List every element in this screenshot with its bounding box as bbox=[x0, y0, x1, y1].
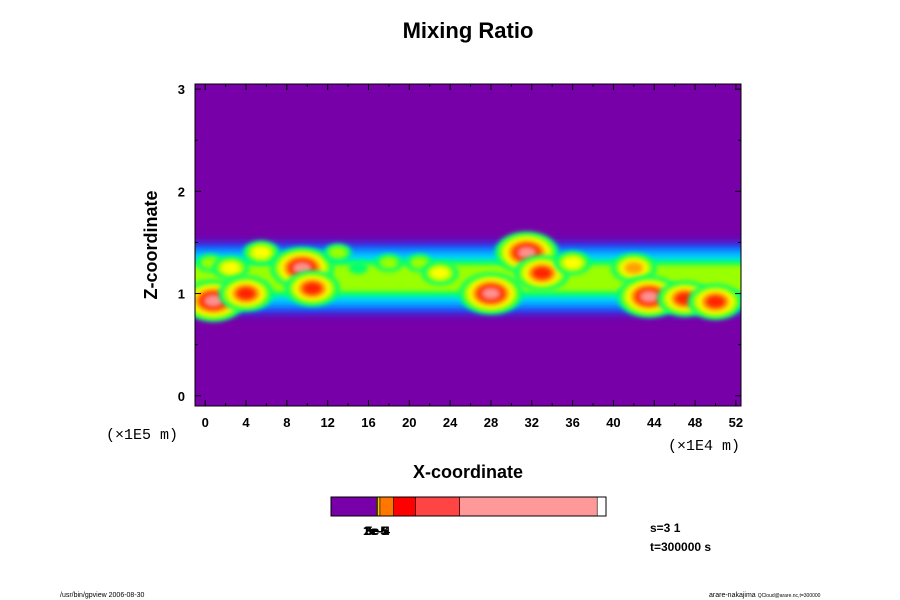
x-tick-label: 28 bbox=[484, 415, 498, 430]
cloud-cell bbox=[251, 246, 271, 259]
cloud-cell bbox=[203, 294, 223, 307]
colorbar-frame bbox=[330, 496, 607, 517]
colorbar bbox=[330, 496, 607, 517]
y-tick-label: 2 bbox=[178, 184, 185, 199]
cloud-cell bbox=[639, 290, 659, 303]
x-tick-label: 44 bbox=[647, 415, 662, 430]
x-tick-label: 52 bbox=[729, 415, 743, 430]
footer-right-small: QCloud@arare.nc,t=300000 bbox=[758, 593, 821, 599]
x-tick-label: 12 bbox=[320, 415, 334, 430]
cloud-cell bbox=[624, 262, 644, 274]
cloud-cell bbox=[328, 246, 348, 259]
colorbar-segment bbox=[415, 496, 461, 517]
x-tick-label: 32 bbox=[525, 415, 539, 430]
cloud-cell bbox=[348, 262, 368, 274]
y-axis-unit: (×1E5 m) bbox=[106, 427, 178, 444]
info-t: t=300000 s bbox=[650, 540, 711, 554]
y-axis: 0 1 2 3 bbox=[178, 82, 741, 404]
cloud-cell bbox=[221, 262, 241, 274]
cloud-cell bbox=[302, 282, 322, 295]
colorbar-label: 3e-5 bbox=[365, 524, 389, 538]
plot-area bbox=[194, 83, 742, 407]
colorbar-segment bbox=[393, 496, 417, 517]
cloud-cell bbox=[410, 256, 430, 269]
footer-right: arare-nakajima QCloud@arare.nc,t=300000 bbox=[709, 592, 821, 599]
x-tick-label: 48 bbox=[688, 415, 702, 430]
colorbar-label: 1e-5 bbox=[363, 524, 387, 538]
colorbar-label: 2e-5 bbox=[364, 524, 388, 538]
cloud-cell bbox=[517, 246, 537, 259]
footer-left: /usr/bin/gpview 2006-08-30 bbox=[60, 592, 145, 599]
x-tick-label: 4 bbox=[242, 415, 250, 430]
x-tick-label: 0 bbox=[202, 415, 209, 430]
footer-right-name: arare-nakajima bbox=[709, 592, 756, 599]
x-axis-unit: (×1E4 m) bbox=[668, 438, 740, 455]
x-tick-label: 16 bbox=[361, 415, 375, 430]
x-tick-label: 40 bbox=[606, 415, 620, 430]
cloud-cell bbox=[481, 287, 501, 300]
x-axis: 0 4 8 12 16 20 24 28 32 36 40 44 48 52 bbox=[202, 84, 743, 430]
colorbar-segment bbox=[330, 496, 377, 517]
colorbar-segment bbox=[379, 496, 395, 517]
y-tick-label: 0 bbox=[178, 389, 185, 404]
y-tick-label: 3 bbox=[178, 82, 185, 97]
x-tick-label: 8 bbox=[283, 415, 290, 430]
cloud-band bbox=[195, 231, 741, 322]
x-tick-label: 24 bbox=[443, 415, 458, 430]
colorbar-labels: 1e-52e-53e-55e-4 bbox=[363, 524, 390, 538]
cloud-cell bbox=[705, 295, 725, 308]
plot-frame bbox=[194, 83, 742, 407]
info-s: s=3 1 bbox=[650, 521, 681, 535]
cloud-cell bbox=[430, 267, 450, 280]
colorbar-segment bbox=[459, 496, 598, 517]
x-axis-label: X-coordinate bbox=[413, 462, 523, 482]
chart-title: Mixing Ratio bbox=[403, 18, 534, 43]
x-tick-label: 36 bbox=[565, 415, 579, 430]
x-tick-label: 20 bbox=[402, 415, 416, 430]
cloud-cell bbox=[379, 256, 399, 269]
y-tick-label: 1 bbox=[178, 287, 185, 302]
cloud-cell bbox=[532, 267, 552, 280]
cloud-cell bbox=[236, 287, 256, 300]
colorbar-segment bbox=[377, 496, 381, 517]
colorbar-label: 5e-4 bbox=[366, 524, 390, 538]
y-axis-label: Z-coordinate bbox=[141, 190, 161, 299]
cloud-cell bbox=[563, 256, 583, 269]
